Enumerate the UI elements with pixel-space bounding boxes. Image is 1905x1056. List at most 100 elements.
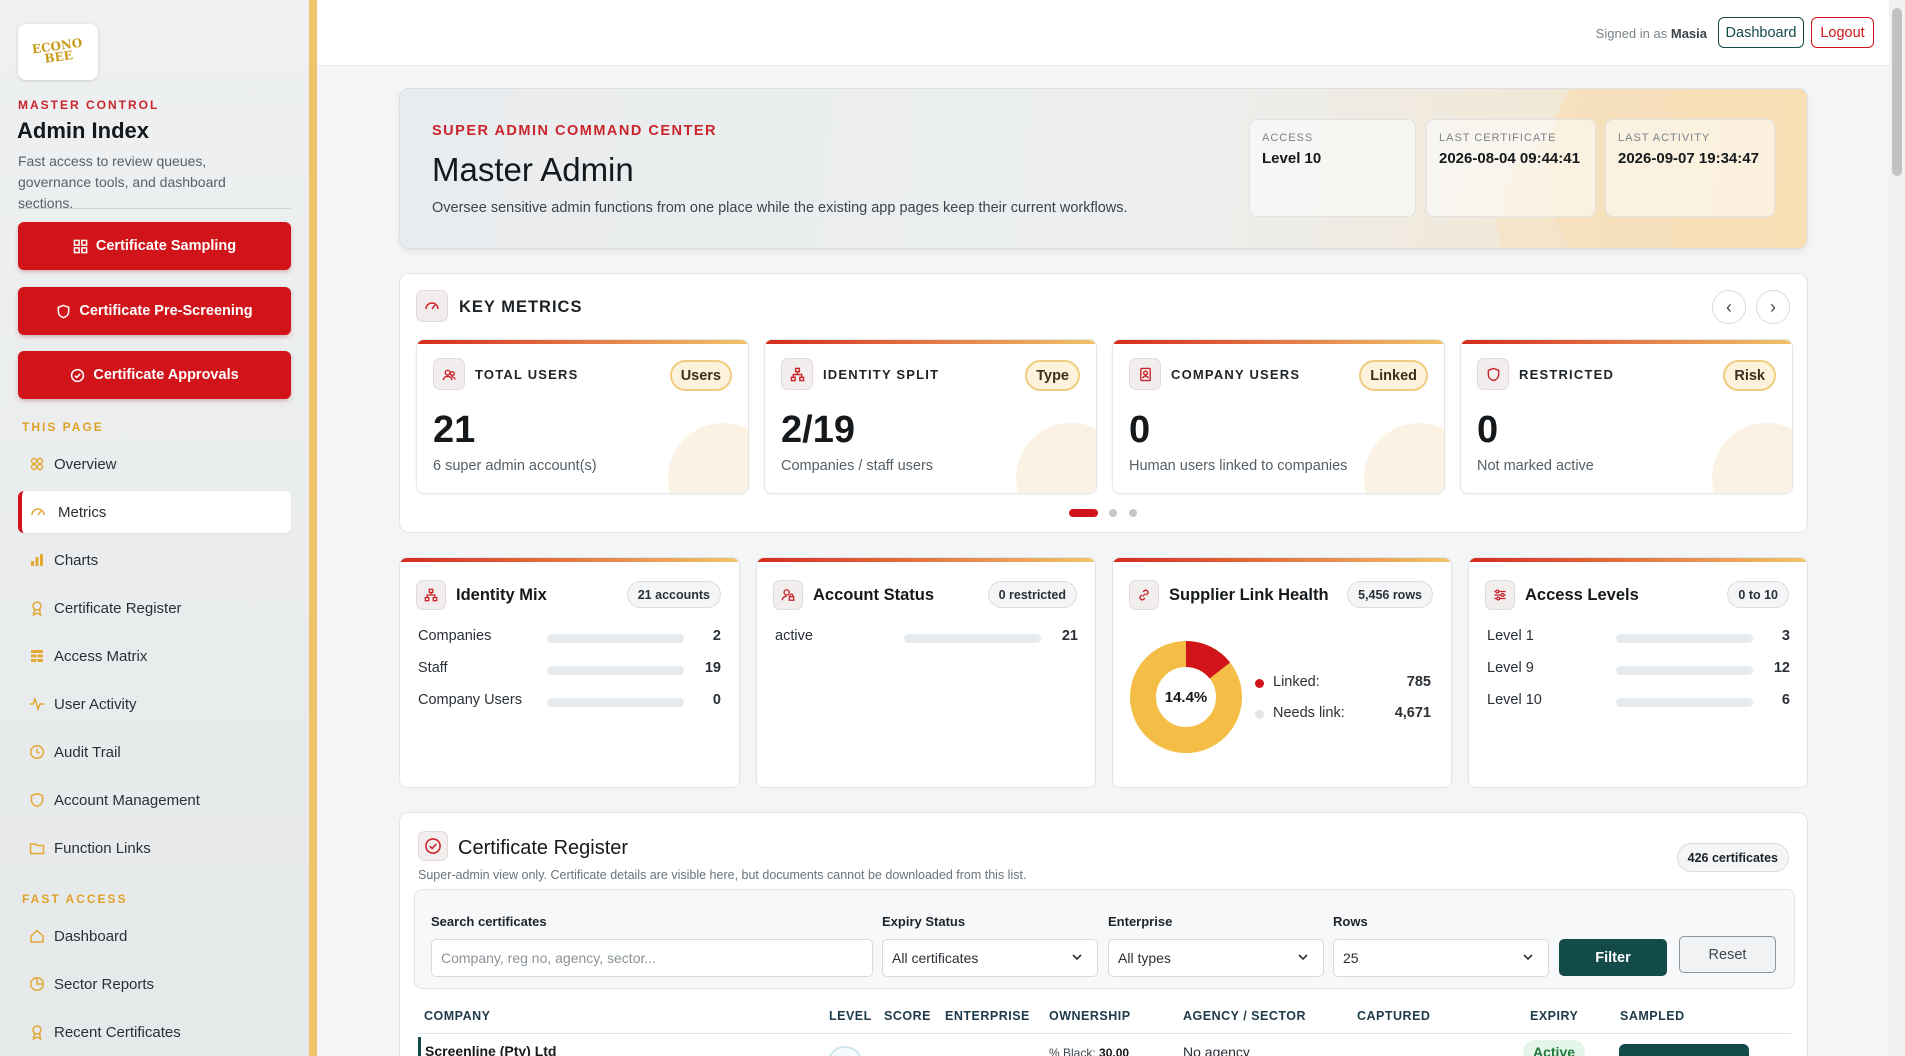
carousel-dot[interactable] <box>1129 509 1137 517</box>
pulse-icon <box>30 696 44 712</box>
column-header-level[interactable]: LEVEL <box>829 1009 872 1023</box>
ownership-cell: % Black: 30.00 <box>1049 1046 1129 1056</box>
carousel-dot-active[interactable] <box>1069 509 1098 517</box>
stat-row: Company Users 0 <box>418 689 721 713</box>
hero-subtitle: Oversee sensitive admin functions from o… <box>432 200 1128 216</box>
row-value: 21 <box>1061 628 1078 644</box>
sidebar-item-recent-certificates[interactable]: Recent Certificates <box>18 1011 291 1053</box>
stat-label: LAST CERTIFICATE <box>1439 132 1557 144</box>
page-scrollbar[interactable] <box>1889 0 1905 1056</box>
metric-label: RESTRICTED <box>1519 367 1615 382</box>
metric-subtext: Human users linked to companies <box>1129 458 1348 474</box>
table-row[interactable]: Screenline (Pty) Ltd % Black: 30.00 No a… <box>418 1034 1791 1056</box>
enterprise-label: Enterprise <box>1108 914 1173 929</box>
sidebar-item-charts[interactable]: Charts <box>18 539 291 581</box>
sidebar-item-certificate-register[interactable]: Certificate Register <box>18 587 291 629</box>
card-accent-bar <box>765 340 1096 344</box>
legend-swatch <box>1255 710 1264 719</box>
column-header-sampled[interactable]: SAMPLED <box>1620 1009 1685 1023</box>
decor-circle <box>1712 423 1792 493</box>
row-label: active <box>775 628 813 644</box>
sampled-button[interactable] <box>1619 1044 1749 1056</box>
carousel-next-button[interactable]: › <box>1756 290 1790 324</box>
certificate-pre-screening-button[interactable]: Certificate Pre-Screening <box>18 287 291 335</box>
legend-linked: Linked: 785 <box>1255 674 1431 694</box>
sidebar-item-label: Access Matrix <box>54 647 148 665</box>
sidebar-item-audit-trail[interactable]: Audit Trail <box>18 731 291 773</box>
stat-row: active 21 <box>775 625 1078 649</box>
certificate-sampling-button[interactable]: Certificate Sampling <box>18 222 291 270</box>
card-accent-bar <box>417 340 748 344</box>
carousel-prev-button[interactable]: ‹ <box>1712 290 1746 324</box>
ownership-value: 30.00 <box>1099 1046 1130 1056</box>
row-track <box>1616 666 1753 675</box>
column-header-ownership[interactable]: OWNERSHIP <box>1049 1009 1131 1023</box>
reset-button[interactable]: Reset <box>1679 936 1776 973</box>
filter-button[interactable]: Filter <box>1559 939 1667 976</box>
page-title: Master Admin <box>432 151 634 188</box>
card-badge: 0 restricted <box>987 581 1077 608</box>
sidebar-item-label: Sector Reports <box>54 975 155 993</box>
column-header-enterprise[interactable]: ENTERPRISE <box>945 1009 1030 1023</box>
row-value: 6 <box>1781 692 1790 708</box>
sitemap-icon <box>781 358 813 390</box>
scrollbar-thumb[interactable] <box>1892 8 1902 176</box>
sidebar-item-access-matrix[interactable]: Access Matrix <box>18 635 291 677</box>
brand-logo[interactable]: ECONO BEE <box>18 24 98 80</box>
row-accent <box>418 1037 421 1056</box>
award-icon <box>32 1025 42 1040</box>
column-header-score[interactable]: SCORE <box>884 1009 931 1023</box>
sidebar-item-metrics[interactable]: Metrics <box>18 491 291 533</box>
row-track <box>547 698 684 707</box>
metric-subtext: 6 super admin account(s) <box>433 458 597 474</box>
top-bar: Signed in as Masia Dashboard Logout <box>317 0 1889 66</box>
certificate-register-panel: Certificate Register Super-admin view on… <box>399 812 1808 1056</box>
search-input[interactable]: Company, reg no, agency, sector... <box>431 939 873 977</box>
column-header-company[interactable]: COMPANY <box>424 1009 491 1023</box>
sidebar-item-label: Account Management <box>54 791 200 809</box>
sidebar-item-sector-reports[interactable]: Sector Reports <box>18 963 291 1005</box>
metric-label: TOTAL USERS <box>475 367 579 382</box>
sidebar-item-user-activity[interactable]: User Activity <box>18 683 291 725</box>
stat-value: 2026-08-04 09:44:41 <box>1439 150 1580 167</box>
link-health-donut: 14.4% <box>1130 641 1242 753</box>
expiry-status-select[interactable]: All certificates <box>882 939 1098 977</box>
dashboard-button[interactable]: Dashboard <box>1718 17 1804 48</box>
sidebar-item-function-links[interactable]: Function Links <box>18 827 291 869</box>
rows-select[interactable]: 25 <box>1333 939 1549 977</box>
column-header-expiry[interactable]: EXPIRY <box>1530 1009 1579 1023</box>
enterprise-select[interactable]: All types <box>1108 939 1324 977</box>
sidebar-item-label: Dashboard <box>54 927 128 945</box>
column-header-agency-sector[interactable]: AGENCY / SECTOR <box>1183 1009 1307 1023</box>
row-label: Level 9 <box>1487 660 1534 676</box>
users-icon <box>433 358 465 390</box>
check-circle-icon <box>418 831 448 861</box>
row-value: 19 <box>704 660 721 676</box>
gauge-icon <box>416 290 448 322</box>
hero-banner: SUPER ADMIN COMMAND CENTER Master Admin … <box>399 88 1808 249</box>
metric-badge: Linked <box>1359 360 1428 391</box>
sidebar-item-dashboard[interactable]: Dashboard <box>18 915 291 957</box>
fast-access-heading: FAST ACCESS <box>22 892 128 906</box>
sidebar-item-label: User Activity <box>54 695 137 713</box>
identity-mix-card: Identity Mix 21 accounts Companies 2 Staf… <box>399 557 740 788</box>
sidebar-item-account-management[interactable]: Account Management <box>18 779 291 821</box>
logout-button[interactable]: Logout <box>1811 17 1874 48</box>
stat-access: ACCESS Level 10 <box>1249 119 1416 217</box>
column-header-captured[interactable]: CAPTURED <box>1357 1009 1431 1023</box>
stat-row: Staff 19 <box>418 657 721 681</box>
card-title: Supplier Link Health <box>1169 586 1329 604</box>
company-name[interactable]: Screenline (Pty) Ltd <box>425 1043 557 1056</box>
register-count-badge: 426 certificates <box>1676 843 1789 872</box>
chevron-down-icon <box>1298 954 1308 961</box>
sidebar-item-overview[interactable]: Overview <box>18 443 291 485</box>
sidebar: ECONO BEE MASTER CONTROL Admin Index Fas… <box>0 0 317 1056</box>
access-levels-card: Access Levels 0 to 10 Level 1 3 Level 9 12… <box>1468 557 1808 788</box>
stat-row: Level 1 3 <box>1487 625 1790 649</box>
signed-in-text: Signed in as Masia <box>1596 26 1707 41</box>
certificate-approvals-button[interactable]: Certificate Approvals <box>18 351 291 399</box>
sidebar-item-label: Overview <box>54 455 117 473</box>
metric-subtext: Companies / staff users <box>781 458 934 474</box>
key-metrics-panel: KEY METRICS ‹ › TOTAL USERS Users 21 6 s… <box>399 273 1808 533</box>
carousel-dot[interactable] <box>1109 509 1117 517</box>
